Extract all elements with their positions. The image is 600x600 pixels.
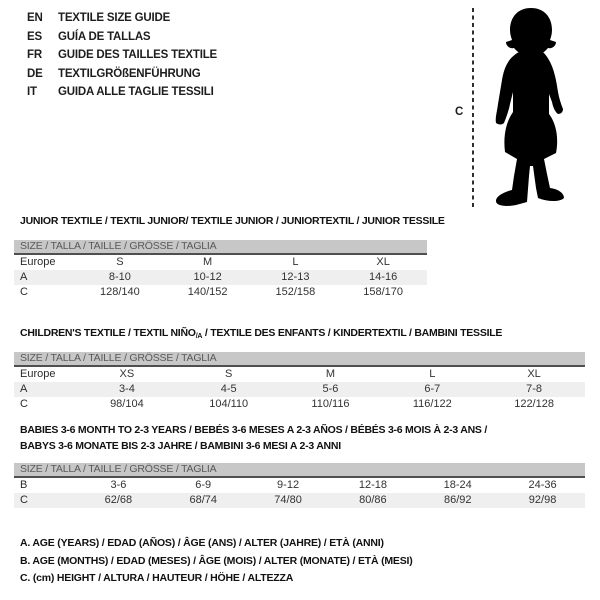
table-row: C 128/140 140/152 152/158 158/170 <box>14 285 427 300</box>
table-cell: S <box>225 368 233 380</box>
table-row: Europe XS S M L XL <box>14 367 585 382</box>
section-title-segment: BABIES 3-6 MONTH TO 2-3 YEARS / BEBÉS 3-… <box>20 424 488 436</box>
section-title-segment: /A <box>195 333 203 340</box>
table-cell: S <box>116 256 124 268</box>
row-label: C <box>20 398 28 410</box>
language-row: FR GUIDE DES TAILLES TEXTILE <box>27 46 217 65</box>
table-cell: 80/86 <box>359 494 387 506</box>
table-cell: 116/122 <box>412 398 452 410</box>
table-cell: 9-12 <box>277 479 300 491</box>
language-code: EN <box>27 12 43 24</box>
table-cell: 3-6 <box>110 479 127 491</box>
table-row: A 8-10 10-12 12-13 14-16 <box>14 270 427 285</box>
language-title: GUÍA DE TALLAS <box>58 30 151 43</box>
table-cell: 140/152 <box>187 286 228 298</box>
table-cell: 4-5 <box>220 383 237 395</box>
language-title: TEXTILGRÖßENFÜHRUNG <box>58 67 201 80</box>
size-table: SIZE / TALLA / TAILLE / GRÖSSE / TAGLIA E… <box>14 352 585 412</box>
table-cell: 7-8 <box>526 383 543 395</box>
section-title: CHILDREN'S TEXTILE / TEXTIL NIÑO/A / TEX… <box>20 325 502 345</box>
row-label: B <box>20 479 28 491</box>
language-row: IT GUIDA ALLE TAGLIE TESSILI <box>27 83 217 102</box>
section-title: BABIES 3-6 MONTH TO 2-3 YEARS / BEBÉS 3-… <box>20 422 565 454</box>
row-label: C <box>20 494 28 506</box>
table-cell: 104/110 <box>209 398 249 410</box>
size-table: SIZE / TALLA / TAILLE / GRÖSSE / TAGLIA B… <box>14 463 585 508</box>
table-cell: 12-18 <box>358 479 387 491</box>
table-row: B 3-6 6-9 9-12 12-18 18-24 24-36 <box>14 478 585 493</box>
table-cell: 128/140 <box>99 286 140 298</box>
language-title-list: EN TEXTILE SIZE GUIDE ES GUÍA DE TALLAS FR GU… <box>27 9 217 102</box>
table-cell: 98/104 <box>110 398 144 410</box>
table-row: C 98/104 104/110 110/116 116/122 122/128 <box>14 397 585 412</box>
table-row: A 3-4 4-5 5-6 6-7 7-8 <box>14 382 585 397</box>
table-cell: 18-24 <box>443 479 472 491</box>
table-cell: XS <box>119 368 135 380</box>
section-title: JUNIOR TEXTILE / TEXTIL JUNIOR/ TEXTILE … <box>20 213 445 229</box>
footnote-line: C. (cm) HEIGHT / ALTURA / HAUTEUR / HÖHE… <box>20 572 294 584</box>
language-code: ES <box>27 30 42 43</box>
row-label: Europe <box>20 368 56 380</box>
row-label: A <box>20 271 28 283</box>
table-cell: 86/92 <box>443 494 472 506</box>
table-cell: 14-16 <box>369 271 398 283</box>
table-cell: 110/116 <box>311 398 350 410</box>
toddler-silhouette-image <box>495 8 564 206</box>
table-cell: M <box>203 256 213 268</box>
table-cell: 62/68 <box>104 494 133 506</box>
table-cell: 152/158 <box>275 286 316 298</box>
table-cell: 68/74 <box>189 494 217 506</box>
language-row: DE TEXTILGRÖßENFÜHRUNG <box>27 65 217 84</box>
table-cell: 24-36 <box>528 479 557 491</box>
language-code: DE <box>27 67 43 80</box>
section-title-segment: BABYS 3-6 MONATE BIS 2-3 JAHRE / BAMBINI… <box>20 440 341 452</box>
height-measure-dashed-line <box>472 8 474 210</box>
table-cell: 12-13 <box>281 271 310 283</box>
height-measure-label: C <box>455 106 464 118</box>
row-label: A <box>20 383 28 395</box>
table-row: C 62/68 68/74 74/80 80/86 86/92 92/98 <box>14 493 585 508</box>
table-cell: 92/98 <box>528 494 557 506</box>
language-code: FR <box>27 49 42 61</box>
table-cell: 5-6 <box>322 383 339 395</box>
table-cell: 6-9 <box>195 479 212 491</box>
section-title-segment: JUNIOR TEXTILE / TEXTIL JUNIOR/ TEXTILE … <box>20 215 445 227</box>
section-title-segment: CHILDREN'S TEXTILE / TEXTIL NIÑO <box>20 327 196 339</box>
size-table-header-bar: SIZE / TALLA / TAILLE / GRÖSSE / TAGLIA <box>14 352 585 367</box>
table-cell: 158/170 <box>363 286 403 298</box>
table-cell: 10-12 <box>193 271 222 283</box>
row-label: Europe <box>20 256 56 268</box>
legend-footnotes: A. AGE (YEARS) / EDAD (AÑOS) / ÂGE (ANS)… <box>20 535 413 588</box>
table-cell: L <box>429 368 436 380</box>
table-cell: M <box>325 368 336 380</box>
footnote-line: B. AGE (MONTHS) / EDAD (MESES) / ÂGE (MO… <box>20 554 413 567</box>
language-row: ES GUÍA DE TALLAS <box>27 28 217 47</box>
table-cell: 3-4 <box>118 383 135 395</box>
row-label: C <box>20 286 28 298</box>
table-row: Europe S M L XL <box>14 255 427 270</box>
language-title: GUIDE DES TAILLES TEXTILE <box>58 49 217 61</box>
table-cell: XL <box>527 368 541 380</box>
table-cell: L <box>292 256 299 268</box>
size-table: SIZE / TALLA / TAILLE / GRÖSSE / TAGLIA E… <box>14 240 427 300</box>
language-code: IT <box>27 86 37 98</box>
table-cell: 122/128 <box>514 398 554 410</box>
table-cell: 8-10 <box>108 271 131 283</box>
table-cell: 74/80 <box>274 494 302 506</box>
table-cell: 6-7 <box>424 383 441 395</box>
language-row: EN TEXTILE SIZE GUIDE <box>27 9 217 28</box>
size-table-header-bar: SIZE / TALLA / TAILLE / GRÖSSE / TAGLIA <box>14 463 585 478</box>
language-title: GUIDA ALLE TAGLIE TESSILI <box>58 86 214 98</box>
size-table-header-bar: SIZE / TALLA / TAILLE / GRÖSSE / TAGLIA <box>14 240 427 255</box>
language-title: TEXTILE SIZE GUIDE <box>58 12 171 24</box>
footnote-line: A. AGE (YEARS) / EDAD (AÑOS) / ÂGE (ANS)… <box>20 537 384 549</box>
table-cell: XL <box>376 256 390 268</box>
section-title-segment: / TEXTILE DES ENFANTS / KINDERTEXTIL / B… <box>202 327 503 339</box>
